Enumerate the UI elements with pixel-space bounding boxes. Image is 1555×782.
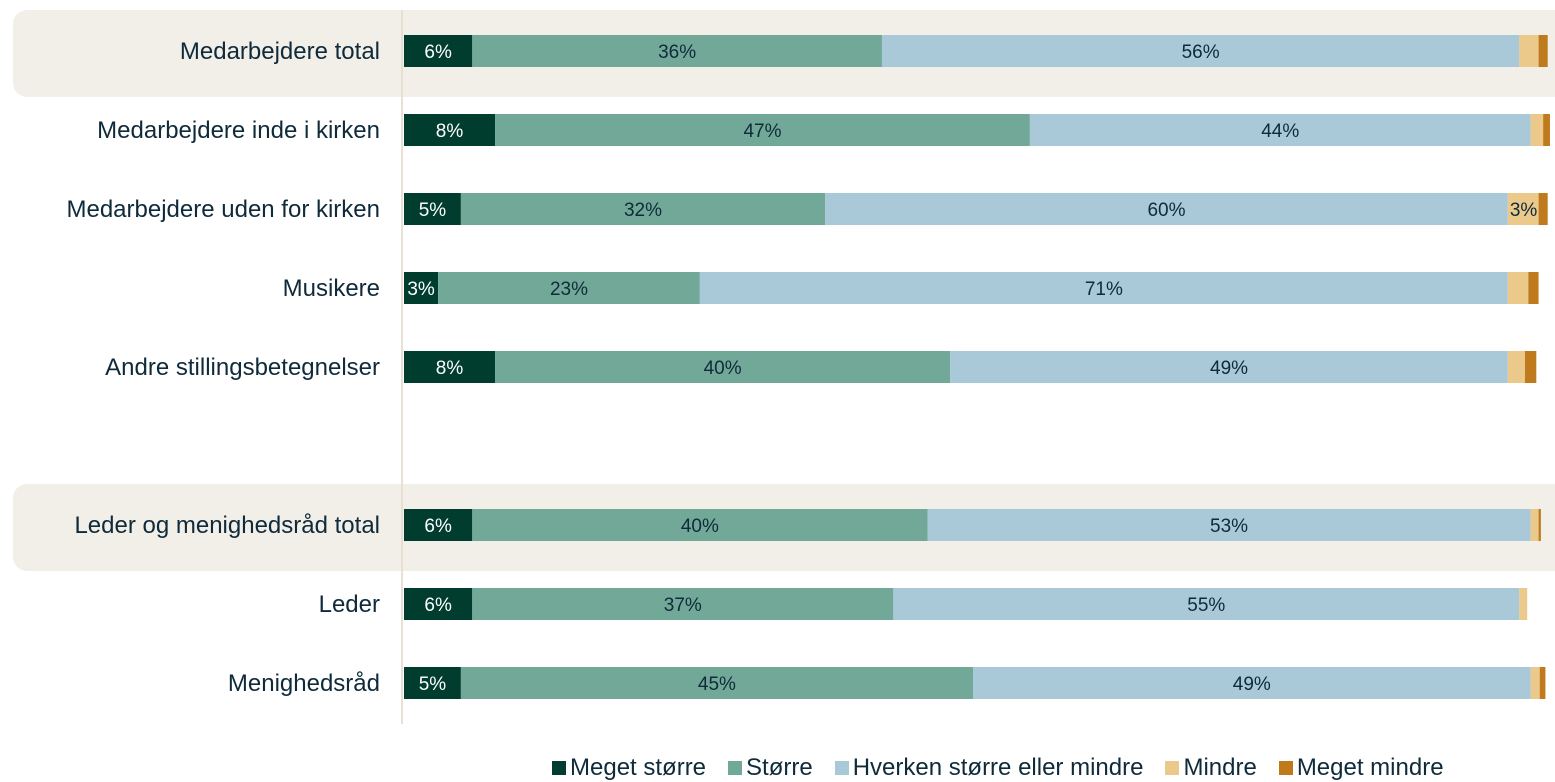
category-label: Medarbejdere total — [180, 38, 380, 65]
legend-label: Større — [746, 754, 813, 781]
data-label: 40% — [681, 516, 719, 537]
bar-segment — [1528, 272, 1539, 304]
legend-item: Meget større — [552, 754, 706, 782]
bar-segment — [472, 588, 894, 620]
legend-item: Mindre — [1165, 754, 1257, 782]
data-label: 36% — [658, 42, 696, 63]
category-label: Medarbejdere uden for kirken — [66, 196, 380, 223]
legend-swatch — [834, 761, 849, 775]
data-label: 60% — [1147, 200, 1185, 221]
category-label: Medarbejdere inde i kirken — [97, 117, 380, 144]
legend-item: Meget mindre — [1278, 754, 1444, 782]
bar-segment — [495, 351, 951, 383]
data-label: 5% — [419, 674, 447, 695]
bar-segment — [1538, 193, 1548, 225]
data-label: 47% — [743, 121, 781, 142]
data-label: 56% — [1182, 42, 1220, 63]
legend-item: Hverken større eller mindre — [834, 754, 1144, 782]
category-label: Leder og menighedsråd total — [74, 512, 380, 539]
bar-segment — [893, 588, 1520, 620]
data-label: 44% — [1261, 121, 1299, 142]
data-label: 53% — [1210, 516, 1248, 537]
bar-segment — [404, 114, 496, 146]
data-label: 6% — [424, 42, 452, 63]
data-label: 45% — [698, 674, 736, 695]
bar-segment — [404, 35, 473, 67]
bar-segment — [1507, 193, 1539, 225]
bar-segment — [1530, 509, 1539, 541]
bar-segment — [1507, 351, 1525, 383]
bar-segment — [1530, 667, 1540, 699]
data-label: 71% — [1085, 279, 1123, 300]
legend-label: Meget større — [570, 754, 707, 781]
bar-segment — [404, 351, 496, 383]
bar-segment — [1524, 351, 1537, 383]
bar-segment — [438, 272, 700, 304]
category-label: Musikere — [283, 275, 380, 302]
bar-segment — [472, 35, 882, 67]
legend-label: Meget mindre — [1296, 754, 1444, 781]
bar-segment — [950, 351, 1508, 383]
bar-segment — [927, 509, 1531, 541]
bar-segment — [495, 114, 1030, 146]
bar-segment — [404, 272, 439, 304]
data-label: 8% — [436, 358, 464, 379]
data-label: 6% — [424, 595, 452, 616]
legend-swatch — [1165, 761, 1180, 775]
legend-swatch — [552, 761, 566, 775]
category-label: Menighedsråd — [228, 670, 380, 697]
data-label: 5% — [419, 200, 447, 221]
category-labels: Medarbejdere total Medarbejdere inde i ki… — [66, 38, 380, 697]
data-label: 49% — [1233, 674, 1271, 695]
bar-segment — [404, 667, 461, 699]
bar-segment — [1029, 114, 1531, 146]
data-label: 32% — [624, 200, 662, 221]
data-label: 40% — [704, 358, 742, 379]
bar-segment — [1543, 114, 1550, 146]
data-label: 3% — [1510, 200, 1538, 221]
bar-segment — [404, 193, 461, 225]
bar-segment — [825, 193, 1508, 225]
data-label: 49% — [1210, 358, 1248, 379]
legend-swatch — [1278, 761, 1293, 775]
bar-segment — [1507, 272, 1529, 304]
legend-label: Hverken større eller mindre — [852, 754, 1144, 781]
bar-segment — [404, 509, 473, 541]
legend-label: Mindre — [1183, 754, 1257, 781]
bar-segment — [973, 667, 1531, 699]
bar-segment — [881, 35, 1520, 67]
data-label: 55% — [1187, 595, 1225, 616]
data-label: 6% — [424, 516, 452, 537]
data-label: 23% — [550, 279, 588, 300]
bar-segment — [404, 588, 473, 620]
bar-segment — [1530, 114, 1544, 146]
category-label: Leder — [319, 591, 380, 618]
bar-segment — [1519, 588, 1528, 620]
bar-segment — [699, 272, 1508, 304]
bar-segment — [460, 193, 826, 225]
bar-segment — [1539, 667, 1546, 699]
bar-segment — [460, 667, 973, 699]
legend-item: Større — [728, 754, 813, 782]
data-label: 3% — [407, 279, 435, 300]
data-label: 37% — [664, 595, 702, 616]
bar-segment — [1538, 35, 1548, 67]
bar-segment — [472, 509, 928, 541]
bars: 6% 36% 56% 8% 47% 44% 5% 32% 60% 3% 3% 23% 71% 8% 40% 4… — [404, 35, 1550, 699]
legend: Meget større Større Hverken større eller m… — [552, 754, 1444, 782]
data-label: 8% — [436, 121, 464, 142]
bar-segment — [1538, 509, 1541, 541]
bar-segment — [1519, 35, 1539, 67]
legend-swatch — [728, 761, 743, 775]
category-label: Andre stillingsbetegnelser — [105, 354, 380, 381]
